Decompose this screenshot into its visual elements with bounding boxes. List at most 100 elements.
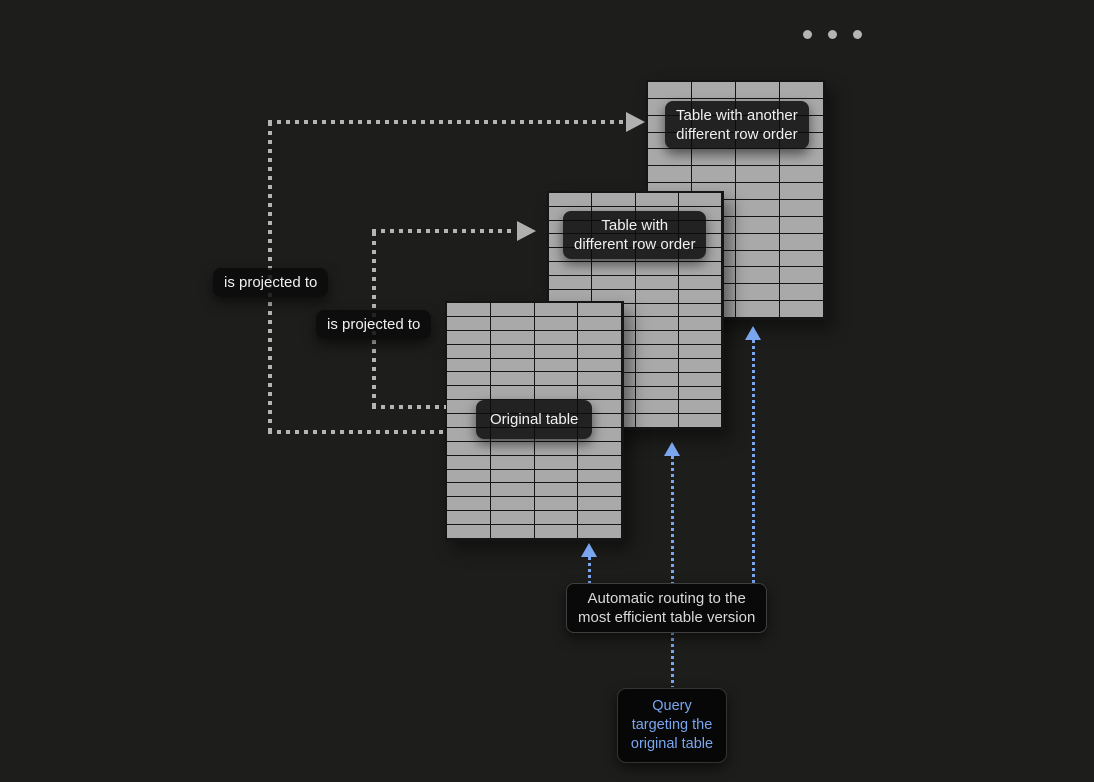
more-options-button[interactable] [803,30,862,39]
table-cell [447,511,491,526]
table-cell [635,386,679,401]
table-cell [678,248,722,263]
table-cell [578,303,622,317]
table-cell [592,262,636,276]
table-cell [490,344,535,359]
label-is-projected-to-2: is projected to [316,310,432,339]
table-cell [534,455,579,470]
table-cell [549,262,593,276]
label-line: Table with [601,217,669,234]
table-cell [447,303,491,317]
table-cell [635,331,679,346]
label-line: original table [630,736,714,752]
table-cell [578,414,622,428]
table-cell [490,525,535,539]
table-cell [692,166,736,184]
table-cell [635,400,679,415]
table-cell [534,469,579,484]
table-cell [780,166,824,184]
table-cell [578,386,622,401]
table-cell [736,216,780,234]
table-cell [447,525,491,539]
table-cell [648,166,692,184]
table-cell [549,193,593,207]
table-cell [678,414,722,428]
table-cell [578,441,622,456]
table-cell [447,441,491,456]
table-cell [648,149,692,167]
table-cell [578,344,622,359]
table-cell [534,330,579,345]
projection-dotted-line [372,229,516,233]
label-line: different row order [676,126,798,143]
table-cell [736,149,780,167]
table-cell [635,275,679,290]
table-cell [678,193,722,207]
table-cell [534,358,579,373]
table-cell [490,483,535,498]
table-cell [534,525,579,539]
table-cell [692,82,736,99]
table-cell [534,316,579,331]
table-cell [635,317,679,332]
table-cell [780,200,824,217]
label-automatic-routing: Automatic routing to the most efficient … [566,583,768,633]
table-cell [447,372,491,387]
table-cell [447,386,491,401]
table-cell [578,316,622,331]
table-cell [678,303,722,318]
table-cell [447,455,491,470]
arrow-up-icon [664,442,680,456]
table-cell [447,344,491,359]
table-cell [678,275,722,290]
table-cell [578,358,622,373]
table-cell [692,149,736,167]
ellipsis-dot-icon [828,30,837,39]
label-line: Table with another [676,107,798,124]
table-cell [736,301,780,318]
table-cell [678,262,722,276]
routing-dotted-line [671,632,674,687]
projection-dotted-line [268,120,625,124]
label-line: Automatic routing to the [587,590,746,607]
label-table-another-different-row-order: Table with another different row order [665,101,809,149]
routing-dotted-line [588,557,591,584]
table-cell [578,469,622,484]
table-cell [490,372,535,387]
table-cell [534,497,579,512]
table-cell [534,386,579,401]
table-cell [534,483,579,498]
table-cell [490,441,535,456]
label-line: Query [652,698,692,714]
table-cell [635,303,679,318]
table-cell [578,330,622,345]
routing-dotted-line [671,456,674,584]
arrow-right-icon [517,221,536,241]
table-cell [578,497,622,512]
table-cell [534,372,579,387]
arrow-up-icon [581,543,597,557]
label-table-different-row-order: Table with different row order [563,211,707,259]
table-cell [635,289,679,304]
table-cell [490,303,535,317]
table-cell [678,289,722,304]
label-line: targeting the [631,717,713,733]
table-cell [678,345,722,359]
table-cell [780,233,824,251]
query-box: Query targeting the original table [617,688,727,763]
table-cell [592,275,636,290]
table-cell [780,267,824,285]
table-cell [736,183,780,200]
table-cell [780,250,824,268]
label-line: Original table [490,411,579,428]
table-cell [678,386,722,401]
table-cell [447,330,491,345]
projection-dotted-line [372,405,446,409]
table-cell [780,183,824,200]
table-cell [736,82,780,99]
arrow-up-icon [745,326,761,340]
table-cell [578,525,622,539]
label-line: most efficient table version [578,609,756,626]
table-cell [549,275,593,290]
table-cell [447,497,491,512]
